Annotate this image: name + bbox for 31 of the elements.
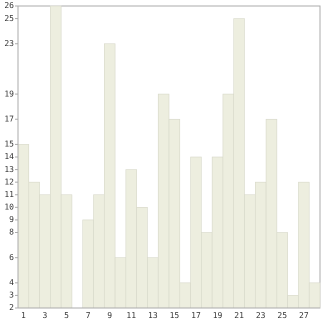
y-tick-label: 13 xyxy=(4,164,14,174)
x-tick-label: 27 xyxy=(299,311,309,320)
y-tick-label: 19 xyxy=(4,89,14,98)
x-tick-label: 25 xyxy=(277,311,288,320)
x-tick-label: 13 xyxy=(148,311,158,320)
y-tick-label: 12 xyxy=(4,177,14,186)
x-tick-label: 19 xyxy=(212,311,223,320)
y-tick-label: 6 xyxy=(9,252,14,262)
x-tick-label: 21 xyxy=(234,311,244,320)
y-tick-label: 8 xyxy=(9,228,14,237)
x-tick-label: 7 xyxy=(86,311,91,320)
x-tick-label: 17 xyxy=(191,311,201,320)
y-tick-label: 4 xyxy=(9,278,14,288)
x-tick-label: 5 xyxy=(64,311,70,320)
x-tick-label: 9 xyxy=(107,311,112,320)
y-tick-label: 15 xyxy=(4,140,14,149)
y-tick-label: 2 xyxy=(9,303,14,312)
x-tick-label: 23 xyxy=(256,311,266,320)
y-tick-label: 25 xyxy=(4,14,14,23)
y-tick-label: 26 xyxy=(4,1,14,10)
y-tick-label: 9 xyxy=(9,215,14,224)
x-tick-label: 3 xyxy=(42,311,48,320)
x-tick-label: 1 xyxy=(20,311,26,320)
y-tick-label: 17 xyxy=(4,114,14,124)
y-tick-label: 10 xyxy=(4,202,14,212)
y-tick-label: 3 xyxy=(9,290,14,300)
y-tick-label: 11 xyxy=(4,190,14,199)
y-tick-label: 23 xyxy=(4,38,14,48)
x-tick-label: 11 xyxy=(126,311,136,320)
x-tick-label: 15 xyxy=(170,311,180,320)
y-tick-label: 14 xyxy=(4,152,14,162)
